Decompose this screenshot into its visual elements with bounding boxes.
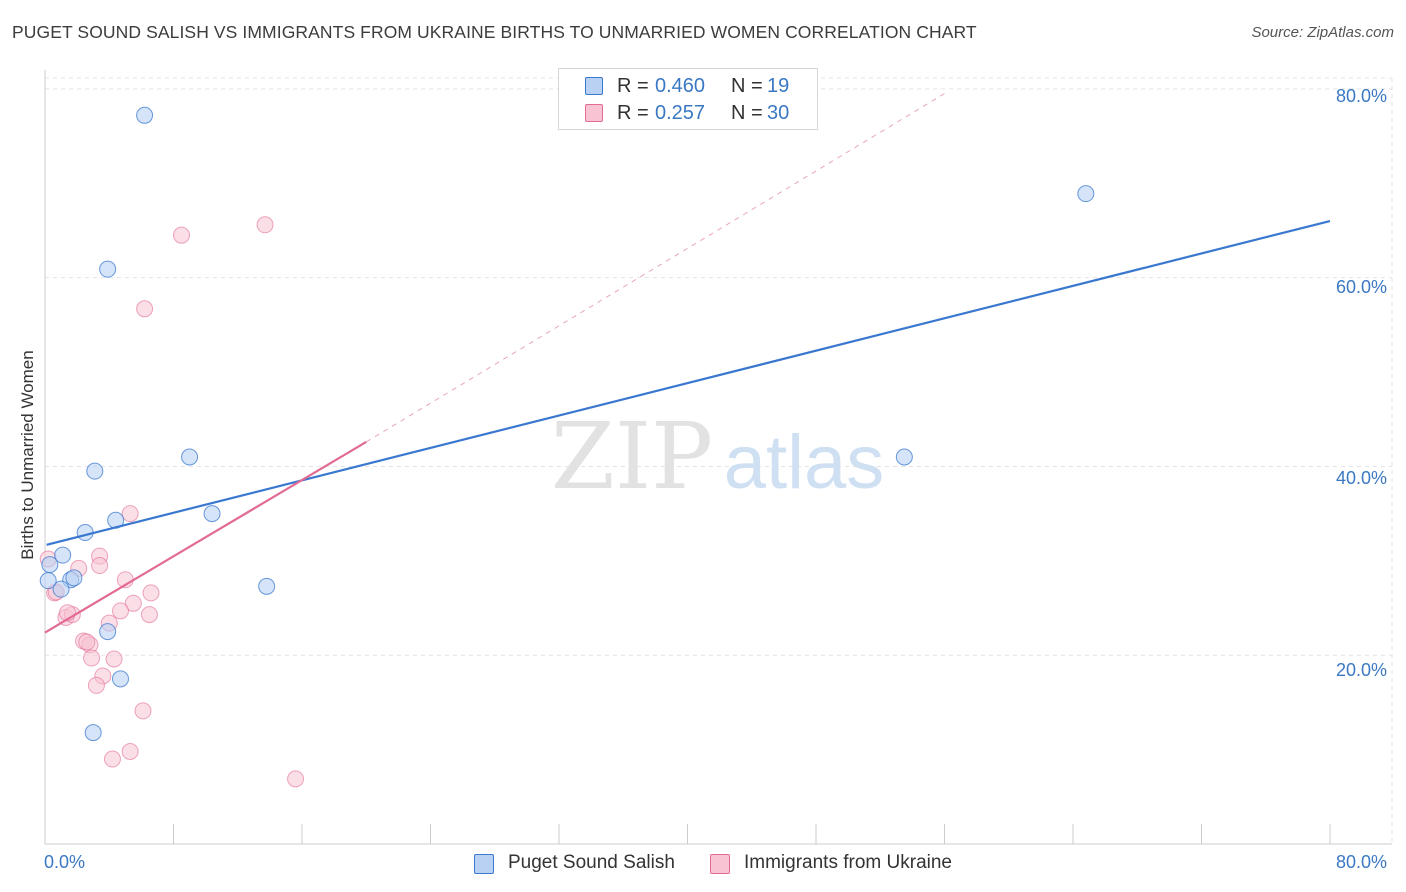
watermark-zip: ZIP (551, 403, 713, 510)
salish-point (203, 505, 221, 523)
bottom-legend-label-ukraine: Immigrants from Ukraine (744, 852, 952, 873)
y-tick-20: 20.0% (1336, 660, 1388, 680)
ukraine-point (124, 594, 142, 612)
grid-lines (45, 77, 1393, 844)
ukraine-trend-extension (365, 93, 945, 443)
legend-n-label: N = (731, 75, 763, 97)
salish-point (52, 580, 70, 598)
salish-point (1077, 185, 1095, 203)
legend-swatch-salish (585, 77, 603, 95)
legend-swatch-ukraine (585, 104, 603, 122)
ukraine-point (287, 770, 305, 788)
legend-r-label: R = (617, 102, 649, 124)
ukraine-point (103, 750, 121, 768)
legend-r-value: 0.257 (655, 102, 706, 124)
ukraine-trend-line (44, 440, 367, 634)
legend-n-value: 19 (767, 75, 790, 97)
ukraine-point (136, 300, 154, 318)
salish-point (136, 106, 154, 124)
y-tick-40: 40.0% (1336, 468, 1388, 488)
ukraine-point (83, 649, 101, 667)
axes (44, 70, 1392, 845)
watermark-atlas: atlas (724, 420, 885, 505)
salish-point (39, 572, 57, 590)
ukraine-point (91, 557, 109, 575)
ukraine-point (121, 505, 139, 523)
salish-point (54, 546, 72, 564)
salish-point (99, 260, 117, 278)
salish-point (41, 556, 59, 574)
salish-point (895, 448, 913, 466)
ukraine-point (140, 606, 158, 624)
x-tick-end: 80.0% (1336, 852, 1388, 872)
ukraine-point (111, 602, 129, 620)
watermark: ZIP atlas (551, 403, 884, 510)
source-label: Source: ZipAtlas.com (1251, 24, 1394, 41)
bottom-legend-label-salish: Puget Sound Salish (508, 852, 675, 873)
salish-point (65, 569, 83, 587)
ukraine-point (78, 633, 96, 651)
legend-n-label: N = (731, 102, 763, 124)
ukraine-point (87, 676, 105, 694)
salish-point (86, 462, 104, 480)
trend-lines (44, 93, 1331, 634)
legend-r-label: R = (617, 75, 649, 97)
bottom-legend-swatch-ukraine (710, 854, 730, 874)
y-tick-60: 60.0% (1336, 277, 1388, 297)
series-salish-points (39, 106, 1095, 742)
chart-title: PUGET SOUND SALISH VS IMMIGRANTS FROM UK… (12, 22, 977, 42)
legend-n-value: 30 (767, 102, 790, 124)
correlation-legend: R = 0.460 N = 19 R = 0.257 N = 30 (558, 68, 818, 130)
salish-trend-line (46, 219, 1331, 546)
ukraine-point (142, 584, 160, 602)
ukraine-point (105, 650, 123, 668)
ukraine-point (121, 742, 139, 760)
legend-r-value: 0.460 (655, 75, 706, 97)
ukraine-point (256, 216, 274, 234)
bottom-legend-swatch-salish (474, 854, 494, 874)
ukraine-point (134, 702, 152, 720)
salish-point (258, 577, 276, 595)
ukraine-point (173, 226, 191, 244)
salish-point (181, 448, 199, 466)
y-tick-80: 80.0% (1336, 86, 1388, 106)
salish-point (84, 724, 102, 742)
salish-point (99, 623, 117, 641)
salish-point (111, 670, 129, 688)
x-tick-start: 0.0% (44, 852, 86, 872)
